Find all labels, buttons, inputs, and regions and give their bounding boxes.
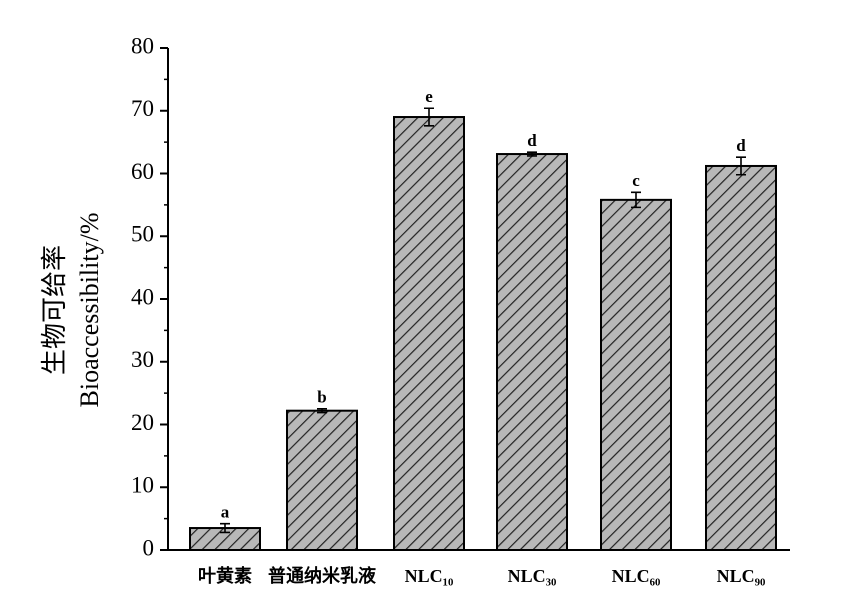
y-tick-label: 50 (131, 222, 154, 247)
error-bar (317, 408, 327, 414)
bar (496, 153, 568, 552)
bar (600, 198, 672, 551)
y-tick-label: 20 (131, 410, 154, 435)
bar (286, 409, 358, 551)
x-tick-label: 叶黄素 (198, 565, 252, 586)
y-tick-label: 0 (143, 535, 155, 560)
error-bar (736, 156, 746, 176)
x-tick-label: NLC₃₀ (508, 566, 557, 586)
significance-label: c (632, 171, 640, 190)
y-tick-label: 80 (131, 33, 154, 58)
x-tick-label: NLC₆₀ (612, 566, 661, 586)
x-tick-label: NLC₁₀ (405, 566, 454, 586)
significance-label: d (736, 136, 746, 155)
y-tick-label: 30 (131, 347, 154, 372)
y-tick-label: 60 (131, 159, 154, 184)
significance-label: d (527, 131, 537, 150)
bar (393, 116, 465, 552)
y-tick-label: 10 (131, 473, 154, 498)
y-tick-label: 40 (131, 284, 154, 309)
error-bar (424, 107, 434, 127)
bar (705, 164, 777, 551)
error-bar (527, 151, 537, 157)
error-bar (220, 522, 230, 534)
y-tick-label: 70 (131, 96, 154, 121)
y-axis-title: 生物可给率 (40, 245, 69, 375)
significance-label: b (317, 388, 326, 407)
x-tick-label: NLC₉₀ (717, 566, 766, 586)
significance-label: e (425, 87, 433, 106)
significance-label: a (221, 503, 230, 522)
error-bar (631, 191, 641, 209)
x-tick-label: 普通纳米乳液 (268, 565, 377, 586)
y-axis-title: Bioaccessibility/% (75, 213, 104, 408)
